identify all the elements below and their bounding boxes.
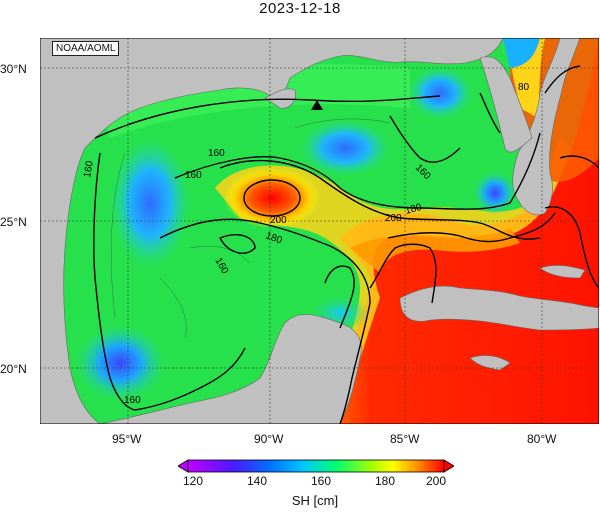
sea-height-map: 160 160 160 160 200 180 200 180 160 80 1… (39, 37, 600, 425)
florida-land (503, 37, 581, 216)
cool-eddy-west (110, 138, 190, 268)
contour-label: 180 (404, 202, 423, 217)
contour-label: 200 (270, 215, 287, 226)
lon-label-80w: 80°W (527, 432, 557, 446)
contour-label: 160 (185, 170, 202, 181)
contour-label: 160 (82, 160, 96, 179)
colorbar-tick: 160 (310, 474, 332, 488)
map-title: 2023-12-18 (259, 0, 341, 17)
lat-label-30n: 30°N (0, 62, 27, 76)
colorbar-max-arrow (443, 459, 455, 473)
contour-label: 160 (124, 395, 141, 406)
colorbar-tick: 120 (182, 474, 204, 488)
contour-label: 80 (518, 82, 530, 93)
contour-lines (93, 65, 600, 425)
lat-label-20n: 20°N (0, 362, 27, 376)
colorbar-tick: 180 (374, 474, 396, 488)
cuba-land (399, 285, 600, 331)
cool-eddy-southwest (75, 325, 165, 401)
yucatan-land (99, 314, 362, 425)
lon-label-90w: 90°W (254, 432, 284, 446)
warm-eddy (224, 168, 320, 228)
contour-label: 200 (385, 213, 402, 224)
lat-label-25n: 25°N (0, 215, 27, 229)
colorbar-min-arrow (177, 459, 189, 473)
map-svg: 160 160 160 160 200 180 200 180 160 80 1… (39, 37, 600, 425)
graticule (40, 38, 599, 424)
triangle-icon (311, 100, 323, 110)
colorbar-tick: 140 (246, 474, 268, 488)
us-mexico-coast (39, 37, 504, 425)
cool-eddy-north (300, 120, 390, 176)
colorbar-label: SH [cm] (291, 493, 339, 508)
lon-label-85w: 85°W (390, 432, 420, 446)
lon-label-95w: 95°W (112, 432, 142, 446)
colorbar-tick: 200 (425, 474, 447, 488)
source-label: NOAA/AOML (52, 41, 120, 56)
colorbar-gradient (187, 459, 445, 473)
contour-label: 160 (208, 148, 225, 159)
colorbar (177, 459, 455, 473)
